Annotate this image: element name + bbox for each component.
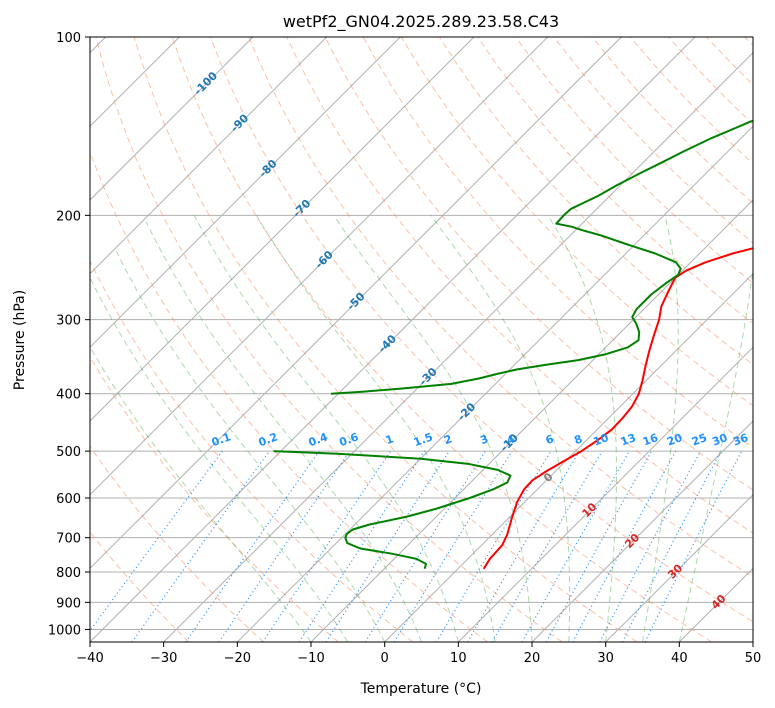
moist-adiabat <box>547 215 617 642</box>
dry-adiabat <box>515 37 753 284</box>
y-tick-label: 400 <box>56 388 81 403</box>
moist-adiabat <box>678 265 753 642</box>
x-tick-label: −20 <box>224 651 251 666</box>
mixing-ratio-label: 0.2 <box>257 430 280 449</box>
y-tick-label: 1000 <box>48 623 81 638</box>
dry-adiabat <box>95 37 563 642</box>
dry-adiabat <box>133 37 638 642</box>
isotherm-gridline <box>90 37 475 422</box>
y-tick-label: 500 <box>56 445 81 460</box>
y-tick-label: 800 <box>56 566 81 581</box>
chart-title: wetPf2_GN04.2025.289.23.58.C43 <box>283 12 559 32</box>
moist-adiabat <box>430 215 571 642</box>
mixing-ratio-label: 0.6 <box>338 430 361 449</box>
dewpoint-profile <box>273 450 512 570</box>
y-tick-label: 700 <box>56 532 81 547</box>
mixing-ratio-label: 16 <box>641 431 660 449</box>
mixing-ratio-line <box>218 450 351 642</box>
isotherm-gridline <box>236 125 753 642</box>
isotherm-gridline <box>90 37 622 570</box>
mixing-ratio-label: 6 <box>544 432 556 447</box>
mixing-ratio-label: 8 <box>572 432 584 447</box>
mixing-ratio-label: 0.4 <box>307 430 330 449</box>
dewpoint-profile <box>330 119 753 395</box>
x-tick-label: 30 <box>597 651 614 666</box>
isotherm-gridline <box>605 493 753 642</box>
mixing-ratio-label: 36 <box>731 431 750 449</box>
x-tick-label: 20 <box>524 651 541 666</box>
isotherm-gridline <box>90 37 401 349</box>
mixing-ratio-label: 30 <box>710 431 729 449</box>
x-tick-label: 40 <box>671 651 688 666</box>
dry-adiabat <box>90 259 414 642</box>
x-axis-label: Temperature (°C) <box>360 681 482 697</box>
mixing-ratio-label: 13 <box>619 431 638 448</box>
y-tick-label: 900 <box>56 596 81 611</box>
x-tick-label: −30 <box>150 651 177 666</box>
mixing-ratio-label: 1.5 <box>412 430 435 449</box>
y-tick-label: 300 <box>56 314 81 329</box>
moist-adiabat <box>333 215 533 642</box>
moist-adiabat <box>115 251 386 642</box>
mixing-ratio-label: 3 <box>478 432 490 447</box>
y-tick-label: 200 <box>56 209 81 224</box>
mixing-ratio-line <box>262 450 392 642</box>
x-tick-label: 0 <box>381 651 389 666</box>
dry-adiabat <box>210 37 753 623</box>
isotherm-gridline <box>531 420 753 642</box>
x-tick-label: −10 <box>297 651 324 666</box>
isotherm-gridline <box>90 37 328 275</box>
y-axis-label: Pressure (hPa) <box>12 290 28 390</box>
dry-adiabat <box>286 37 753 534</box>
mixing-ratio-line <box>90 450 223 632</box>
mixing-ratio-line <box>572 450 677 642</box>
isotherm-gridline <box>163 51 753 642</box>
dry-adiabat <box>90 356 339 642</box>
mixing-ratio-label: 0.1 <box>210 430 233 449</box>
moist-adiabat <box>90 277 349 642</box>
mixing-ratio-label: 2 <box>442 432 454 447</box>
moist-adiabat <box>642 215 679 642</box>
x-tick-label: 10 <box>450 651 467 666</box>
mixing-ratio-label: 1 <box>384 432 396 447</box>
y-tick-label: 100 <box>56 31 81 46</box>
isotherm-gridline <box>384 272 753 642</box>
moist-adiabat <box>145 221 422 642</box>
mixing-ratio-line <box>131 450 270 642</box>
y-tick-label: 600 <box>56 492 81 507</box>
mixing-ratio-line <box>298 450 425 642</box>
dry-adiabat <box>90 445 264 642</box>
mixing-ratio-line <box>325 450 450 642</box>
mixing-ratio-line <box>545 450 653 642</box>
x-tick-label: −40 <box>76 651 103 666</box>
mixing-ratio-line <box>185 450 320 642</box>
dry-adiabat <box>324 37 753 491</box>
mixing-ratio-label: 25 <box>690 431 709 448</box>
isotherm-gridline <box>90 37 549 496</box>
dry-adiabat <box>248 37 753 578</box>
x-tick-label: 50 <box>745 651 762 666</box>
mixing-ratio-label: 10 <box>592 431 611 449</box>
mixing-ratio-label: 4 <box>505 432 517 447</box>
isotherm-gridline <box>457 346 753 642</box>
isotherm-gridline <box>90 37 696 642</box>
plot-frame <box>89 36 754 643</box>
moist-adiabat <box>90 345 312 642</box>
temperature-profile <box>482 247 753 570</box>
mixing-ratio-label: 20 <box>665 431 684 449</box>
moist-adiabat <box>193 215 459 642</box>
isotherm-gridline <box>90 37 254 201</box>
